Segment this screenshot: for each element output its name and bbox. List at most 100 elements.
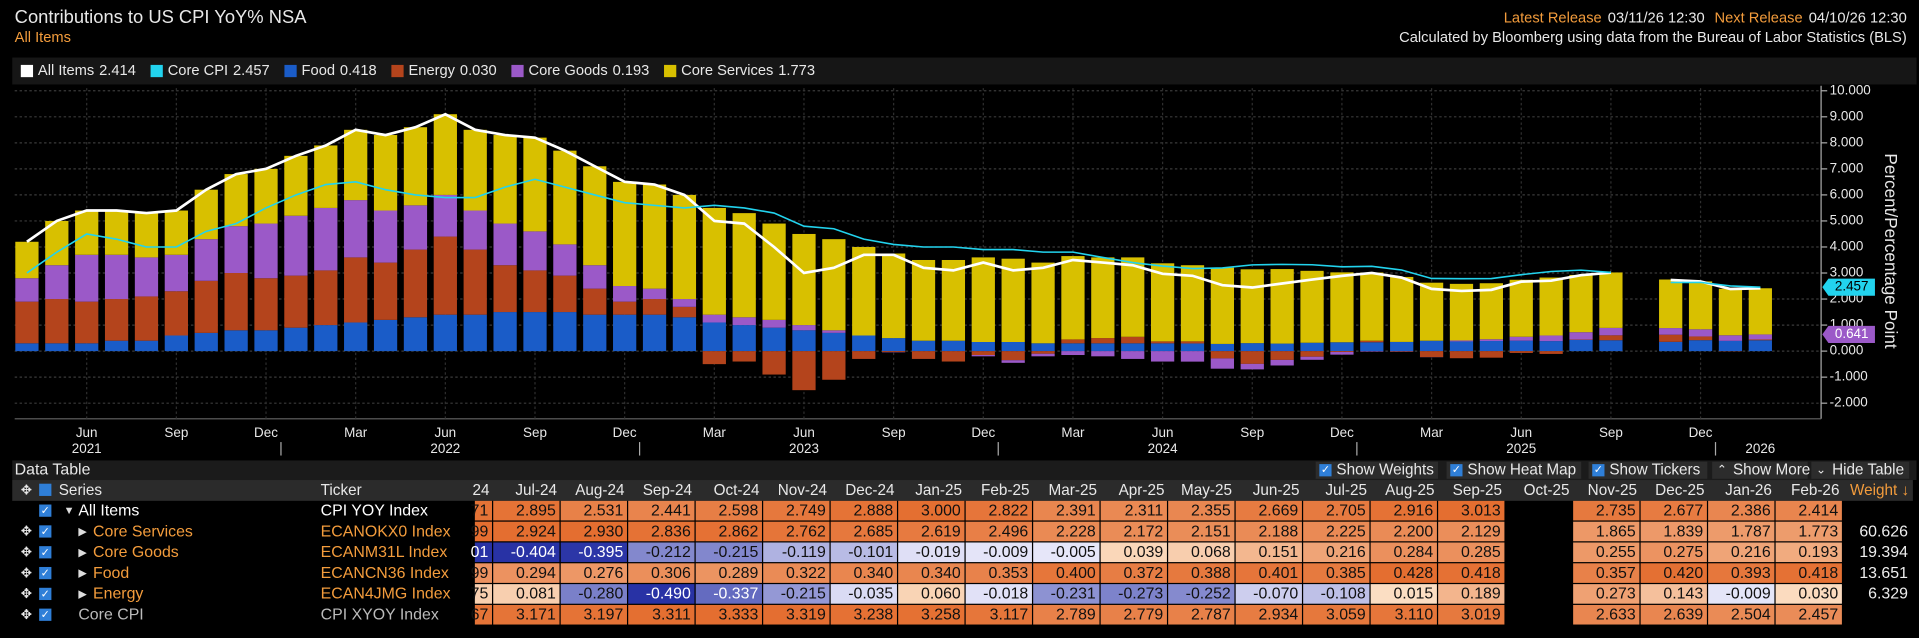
- bar-segment: [314, 325, 337, 351]
- table-cell: 2.895: [516, 502, 556, 519]
- table-cell: 2.200: [1393, 523, 1433, 540]
- legend-entry: Core Services1.773: [681, 63, 815, 79]
- column-header: Series: [59, 482, 103, 499]
- y-tick-label: 3.000: [1830, 265, 1864, 280]
- icon: ✥: [21, 524, 32, 539]
- table-cell: 6.329: [1868, 586, 1908, 603]
- toolbar-label[interactable]: Show Tickers: [1609, 461, 1700, 478]
- bar-segment: [1241, 343, 1264, 351]
- column-header: Oct-24: [714, 482, 760, 499]
- bar-segment: [1121, 343, 1144, 351]
- bar-segment: [583, 289, 606, 315]
- bar-segment: [762, 328, 785, 351]
- bar-segment: [583, 315, 606, 351]
- legend-name: Core CPI: [168, 63, 228, 79]
- x-year-label: 2023: [789, 441, 819, 456]
- bar-segment: [314, 270, 337, 325]
- bar-segment: [553, 276, 576, 312]
- table-cell: 3.197: [584, 607, 624, 624]
- bar-segment: [225, 330, 248, 351]
- table-cell: -0.119: [782, 544, 826, 561]
- table-cell: 0.015: [1393, 586, 1433, 603]
- bar-segment: [1659, 280, 1682, 329]
- bar-segment: [643, 289, 666, 299]
- series-name[interactable]: Core CPI: [78, 607, 143, 624]
- bar-segment: [1271, 351, 1294, 360]
- bar-segment: [1390, 277, 1413, 342]
- bar-segment: [105, 299, 128, 341]
- bar-segment: [1271, 344, 1294, 352]
- table-cell: 3.019: [1461, 607, 1501, 624]
- x-tick-label: Jun: [434, 425, 456, 440]
- table-cell: 2.598: [718, 502, 758, 519]
- table-cell: 0.143: [1663, 586, 1703, 603]
- bar-segment: [912, 351, 935, 359]
- column-header: Jan-25: [915, 482, 962, 499]
- table-cell: 2.355: [1191, 502, 1231, 519]
- table-cell: 2.888: [853, 502, 893, 519]
- x-tick-label: Sep: [1599, 425, 1623, 440]
- bar-segment: [493, 224, 516, 266]
- x-tick-label: Dec: [971, 425, 995, 440]
- bar-segment: [1659, 335, 1682, 342]
- bar-segment: [1599, 328, 1622, 335]
- legend-name: Core Goods: [529, 63, 608, 79]
- y-tick-label: 10.000: [1830, 82, 1871, 97]
- legend-name: All Items: [38, 63, 94, 79]
- bar-segment: [852, 351, 875, 359]
- table-cell: -0.009: [1726, 586, 1771, 603]
- series-name[interactable]: Core Services: [93, 523, 193, 540]
- bar-segment: [703, 208, 726, 315]
- table-cell: -0.101: [848, 544, 893, 561]
- toolbar-label[interactable]: Hide Table: [1832, 461, 1904, 478]
- expander: ▶: [78, 547, 87, 559]
- subtitle: All Items: [15, 30, 71, 46]
- table-cell: 2.836: [651, 523, 691, 540]
- series-name[interactable]: Food: [93, 565, 129, 582]
- column-header[interactable]: Weight ↓: [1850, 482, 1909, 499]
- table-cell: 2.311: [1125, 502, 1164, 519]
- x-tick-label: Dec: [254, 425, 278, 440]
- table-cell: 2.705: [1326, 502, 1366, 519]
- table-cell: 2.151: [1191, 523, 1231, 540]
- end-tag-label: 2.457: [1835, 279, 1869, 294]
- check-mark: ✓: [1452, 464, 1461, 476]
- table-cell: 2.685: [853, 523, 893, 540]
- icon: ✥: [21, 565, 32, 580]
- bar-segment: [493, 312, 516, 351]
- toolbar-label[interactable]: Show Weights: [1336, 461, 1434, 478]
- column-header: Sep-24: [643, 482, 693, 499]
- y-axis-title: Percent/Percentage Point: [1881, 153, 1901, 348]
- column-header: Aug-25: [1385, 482, 1434, 499]
- expander: ▶: [78, 568, 87, 580]
- bar-segment: [105, 211, 128, 255]
- table-cell: 0.306: [651, 565, 691, 582]
- bar-segment: [374, 211, 397, 263]
- table-cell: 1.787: [1731, 523, 1771, 540]
- toolbar-label[interactable]: Show More: [1733, 461, 1810, 478]
- expander: ▼: [64, 505, 75, 517]
- y-tick-label: -2.000: [1830, 395, 1868, 410]
- source-note: Calculated by Bloomberg using data from …: [1399, 30, 1907, 46]
- legend-swatch: [284, 65, 296, 77]
- bar-segment: [135, 296, 158, 340]
- y-tick-label: 4.000: [1830, 239, 1864, 254]
- toolbar-label[interactable]: Show Heat Map: [1467, 461, 1576, 478]
- ticker: ECANCN36 Index: [321, 565, 449, 582]
- series-name[interactable]: Energy: [93, 586, 143, 603]
- table-cell: 60.626: [1859, 523, 1908, 540]
- column-header: Feb-26: [1791, 482, 1839, 499]
- bar-segment: [1151, 341, 1174, 343]
- bar-segment: [404, 250, 427, 318]
- series-name[interactable]: All Items: [78, 502, 139, 519]
- series-name[interactable]: Core Goods: [93, 544, 179, 561]
- bar-segment: [1510, 337, 1533, 341]
- x-tick-label: Jun: [1510, 425, 1532, 440]
- bar-segment: [195, 333, 218, 351]
- table-cell: -0.490: [646, 586, 691, 603]
- bar-segment: [1420, 283, 1443, 341]
- bar-segment: [1271, 269, 1294, 344]
- table-cell: 67: [471, 607, 489, 624]
- icon: ✥: [21, 586, 32, 601]
- bar-segment: [464, 130, 487, 211]
